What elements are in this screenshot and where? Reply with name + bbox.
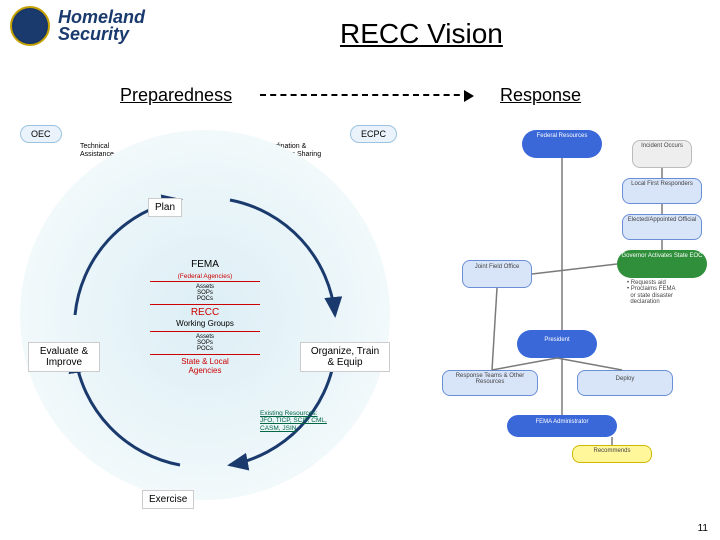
center-recc: RECC Working Groups: [150, 304, 260, 332]
subtitle-preparedness: Preparedness: [120, 85, 232, 106]
page-number: 11: [698, 523, 708, 534]
center-stack: FEMA (Federal Agencies) Assets SOPs POCs…: [150, 258, 260, 377]
recc-label: RECC: [191, 307, 219, 318]
fema-label: FEMA: [191, 259, 219, 270]
center-assets-top: Assets SOPs POCs: [150, 282, 260, 304]
org-name: Homeland Security: [58, 9, 145, 43]
subtitle-response: Response: [500, 85, 581, 106]
working-groups-label: Working Groups: [176, 319, 234, 328]
federal-agencies-label: (Federal Agencies): [178, 273, 233, 280]
center-assets-bottom: Assets SOPs POCs: [150, 332, 260, 354]
page-title: RECC Vision: [340, 18, 503, 50]
node-exercise: Exercise: [142, 490, 194, 509]
node-evaluate-improve: Evaluate & Improve: [28, 342, 100, 372]
response-diagram: Federal Resources Incident Occurs Local …: [422, 130, 712, 480]
node-organize-train-equip: Organize, Train & Equip: [300, 342, 390, 372]
dhs-seal-icon: [10, 6, 50, 46]
header-logo-block: Homeland Security: [10, 6, 145, 46]
org-name-line2: Security: [58, 24, 129, 44]
dashed-arrow: [260, 94, 470, 96]
center-fema: FEMA (Federal Agencies): [150, 258, 260, 282]
response-connectors: [422, 130, 712, 480]
existing-resources: Existing Resources: JFO, TICP, SCIP, CML…: [260, 410, 327, 432]
node-plan: Plan: [148, 198, 182, 217]
center-sla: State & Local Agencies: [150, 354, 260, 377]
